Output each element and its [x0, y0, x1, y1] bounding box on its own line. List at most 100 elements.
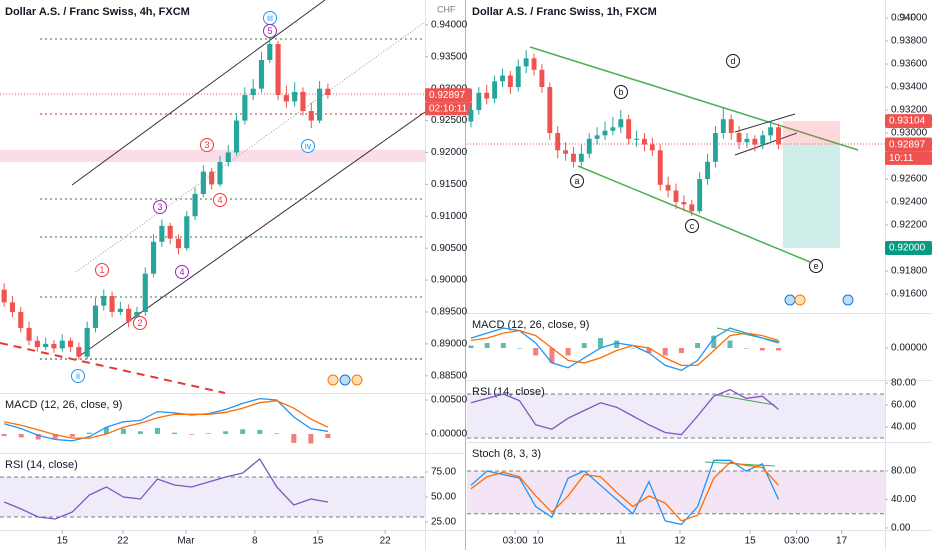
candle-body [217, 162, 223, 185]
candle-body [109, 296, 115, 312]
candle-body [468, 110, 474, 122]
candle-body [744, 138, 750, 143]
y-tick-label: 0.00000 [431, 429, 468, 440]
channel-line [577, 165, 811, 263]
indicator-line [3, 458, 329, 520]
candle-body [76, 347, 82, 357]
candle-body [547, 87, 553, 134]
candle-body [126, 308, 132, 322]
price-tag [885, 241, 932, 256]
wave-label: c [690, 221, 695, 231]
y-tick-label: 0.91500 [431, 179, 468, 190]
wave-label: d [730, 56, 735, 66]
y-tick-label: 0.89500 [431, 307, 468, 318]
pane-title: MACD (12, 26, close, 9) [472, 319, 589, 331]
candle-body [9, 302, 16, 312]
wave-marker [809, 259, 823, 273]
candle-body [292, 91, 298, 102]
indicator-line [470, 461, 779, 522]
histogram-bar [727, 340, 733, 348]
candle-body [492, 81, 498, 99]
band [467, 393, 885, 439]
candle-body [175, 238, 182, 249]
event-icon [784, 294, 796, 306]
countdown-tag [425, 102, 472, 116]
candle-body [209, 171, 215, 185]
histogram-bar [154, 427, 160, 435]
candle-body [728, 119, 734, 134]
candle-body [712, 133, 718, 162]
x-tick-label: 22 [117, 536, 129, 547]
x-tick-label: 10 [532, 536, 544, 547]
event-icon [351, 374, 363, 386]
indicator-line [470, 459, 780, 526]
histogram-bar [223, 431, 229, 435]
candle-body [602, 130, 608, 136]
histogram-bar [662, 347, 668, 356]
candle-body [626, 119, 632, 139]
candle-body [159, 225, 165, 242]
histogram-bar [695, 343, 701, 348]
candle-body [531, 58, 537, 70]
candle-body [665, 184, 671, 191]
wave-label: 4 [179, 267, 184, 277]
y-tick-label: 0.93000 [891, 128, 928, 139]
candle-body [200, 171, 206, 194]
price-tag-label: 0.92000 [889, 243, 926, 254]
candle-body [657, 150, 663, 185]
x-tick-label: 17 [836, 536, 848, 547]
price-tag [425, 88, 472, 103]
histogram-bar [484, 343, 490, 348]
candle-body [610, 127, 616, 131]
candle-body [233, 120, 240, 153]
histogram-bar [468, 345, 474, 348]
x-tick-label: 11 [616, 536, 627, 547]
pane: Dollar A.S. / Franc Swiss, 4h, FXCM CHF 0.… [1, 4, 472, 547]
x-tick-label: 12 [674, 536, 686, 547]
indicator-line [4, 400, 329, 439]
divergence-line [716, 394, 776, 406]
candle-body [523, 58, 529, 67]
wave-marker [263, 24, 277, 38]
wave-label: a [574, 176, 579, 186]
candle-body [26, 327, 32, 341]
histogram-bar [776, 347, 782, 351]
wave-marker [570, 174, 584, 188]
wave-label: ii [76, 371, 80, 381]
candle-body [563, 150, 569, 154]
histogram-bar [646, 347, 652, 353]
y-tick-label: 0.94000 [891, 13, 928, 24]
wave-label: 5 [267, 26, 272, 36]
histogram-bar [759, 347, 765, 351]
pane-title: RSI (14, close) [472, 386, 545, 398]
histogram-bar [597, 338, 603, 348]
wave-marker [133, 316, 147, 330]
wave-marker [726, 54, 740, 68]
pane-title: Dollar A.S. / Franc Swiss, 4h, FXCM [5, 6, 190, 18]
wedge-line [734, 132, 798, 156]
histogram-bar [86, 432, 92, 435]
x-tick-label: Mar [177, 536, 195, 547]
y-tick-label: 75.00 [431, 467, 456, 478]
histogram-bar [137, 431, 143, 435]
candle-body [150, 241, 157, 274]
histogram-bar [678, 347, 684, 353]
y-tick-label: 0.00000 [891, 343, 928, 354]
y-tick-label: 0.91000 [431, 211, 468, 222]
wave-marker [213, 193, 227, 207]
x-tick-label: 22 [380, 536, 392, 547]
target-zone [783, 144, 840, 249]
price-tag-label: 0.92897 [429, 90, 466, 101]
currency-label: CHF [897, 12, 916, 22]
wave-marker [95, 263, 109, 277]
candle-body [681, 202, 687, 205]
right-drawings [467, 46, 885, 467]
y-tick-label: 0.88500 [431, 370, 468, 381]
candle-body [768, 127, 774, 136]
wave-marker [175, 265, 189, 279]
histogram-bar [172, 432, 178, 435]
candle-body [594, 135, 600, 139]
pane: Stoch (8, 3, 3) 0.00 40.00 80.00 [467, 448, 916, 534]
